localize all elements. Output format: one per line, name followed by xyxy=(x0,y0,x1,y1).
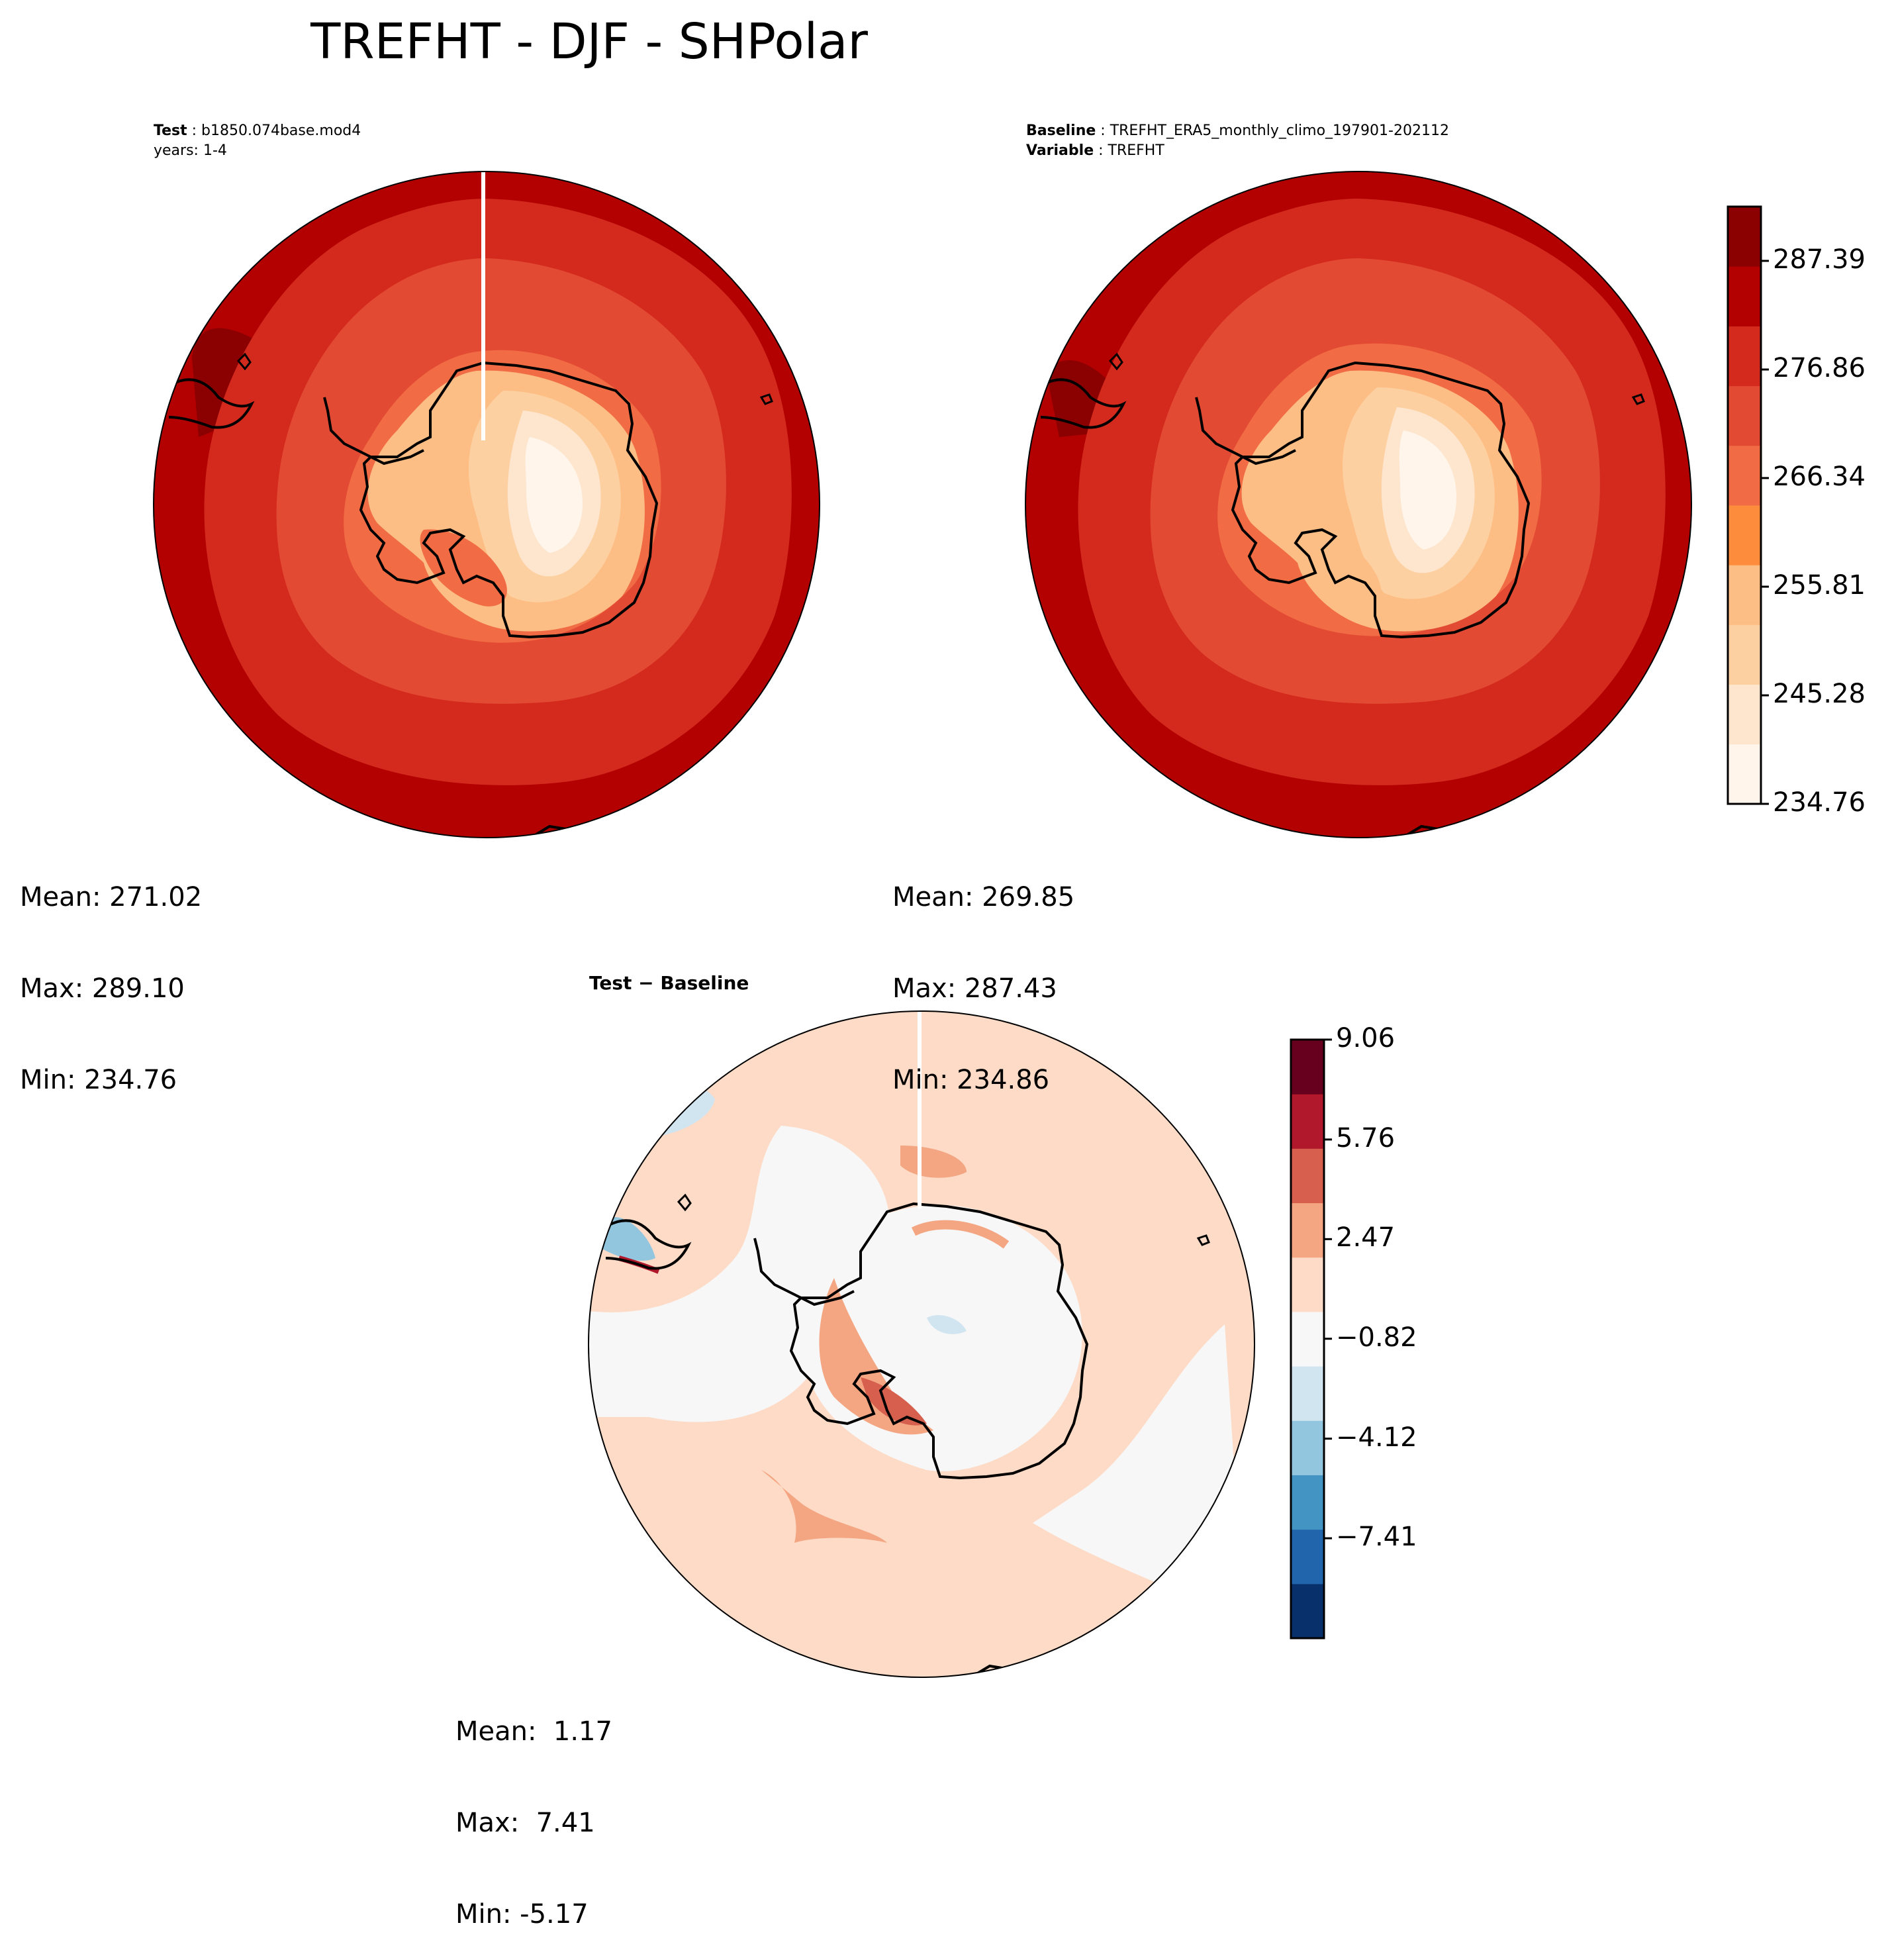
diff-min: Min: -5.17 xyxy=(455,1899,589,1930)
absolute-colorbar-swatch xyxy=(1728,565,1761,625)
difference-colorbar-swatch xyxy=(1291,1475,1324,1530)
absolute-colorbar-swatch xyxy=(1728,744,1761,805)
absolute-colorbar-swatch xyxy=(1728,624,1761,685)
baseline-map-contours xyxy=(1025,172,1691,838)
absolute-colorbar-swatch xyxy=(1728,266,1761,326)
baseline-panel-title: Baseline : TREFHT_ERA5_monthly_climo_197… xyxy=(1026,122,1449,159)
diff-title-sep: − xyxy=(632,972,661,994)
baseline-min: Min: 234.86 xyxy=(892,1065,1050,1095)
absolute-colorbar-tick-label: 255.81 xyxy=(1773,570,1866,601)
diff-title-baseline: Baseline xyxy=(660,972,749,994)
diff-max: Max: 7.41 xyxy=(455,1808,595,1838)
test-mean: Mean: 271.02 xyxy=(20,882,203,912)
test-max: Max: 289.10 xyxy=(20,973,185,1004)
absolute-colorbar-swatch xyxy=(1728,445,1761,506)
absolute-colorbar-swatch xyxy=(1728,684,1761,745)
difference-colorbar-swatch xyxy=(1291,1420,1324,1475)
absolute-colorbar-swatch xyxy=(1728,385,1761,446)
difference-colorbar-tick-label: −0.82 xyxy=(1336,1322,1417,1353)
difference-colorbar-swatch xyxy=(1291,1040,1324,1095)
absolute-colorbar xyxy=(1727,205,1769,805)
absolute-colorbar-swatch xyxy=(1728,207,1761,267)
test-years: years: 1-4 xyxy=(154,142,227,159)
difference-colorbar-swatch xyxy=(1291,1529,1324,1585)
absolute-colorbar-frame xyxy=(1727,205,1762,805)
test-min: Min: 234.76 xyxy=(20,1065,177,1095)
test-stats: Mean: 271.02 Max: 289.10 Min: 234.76 xyxy=(20,821,202,1126)
absolute-colorbar-tick-label: 266.34 xyxy=(1773,461,1866,492)
absolute-colorbar-tick-label: 234.76 xyxy=(1773,787,1866,818)
difference-colorbar-swatch xyxy=(1291,1202,1324,1258)
absolute-colorbar-swatch xyxy=(1728,326,1761,387)
baseline-mean: Mean: 269.85 xyxy=(892,882,1075,912)
baseline-label: Baseline xyxy=(1026,122,1096,139)
test-panel-title: Test : b1850.074base.mod4 years: 1-4 xyxy=(154,121,361,161)
difference-colorbar-tick-label: −4.12 xyxy=(1336,1422,1417,1453)
difference-colorbar-swatch xyxy=(1291,1257,1324,1312)
difference-stats: Mean: 1.17 Max: 7.41 Min: -5.17 xyxy=(455,1655,612,1960)
figure-title: TREFHT - DJF - SHPolar xyxy=(310,13,868,70)
difference-colorbar-swatch xyxy=(1291,1148,1324,1204)
test-map xyxy=(153,171,1769,1678)
absolute-colorbar-tick-label: 287.39 xyxy=(1773,244,1866,275)
test-case: b1850.074base.mod4 xyxy=(201,122,361,139)
variable-name: TREFHT xyxy=(1108,142,1164,159)
baseline-max: Max: 287.43 xyxy=(892,973,1057,1004)
difference-colorbar xyxy=(1290,1038,1332,1640)
difference-colorbar-swatch xyxy=(1291,1366,1324,1421)
variable-label: Variable xyxy=(1026,142,1094,159)
baseline-stats: Mean: 269.85 Max: 287.43 Min: 234.86 xyxy=(892,821,1074,1126)
baseline-case: TREFHT_ERA5_monthly_climo_197901-202112 xyxy=(1110,122,1449,139)
difference-colorbar-tick-label: 5.76 xyxy=(1336,1122,1396,1153)
difference-colorbar-tick-label: 9.06 xyxy=(1336,1023,1396,1054)
difference-map-contours xyxy=(589,1011,1255,1677)
difference-colorbar-tick-label: 2.47 xyxy=(1336,1222,1396,1253)
difference-panel-title: Test − Baseline xyxy=(589,973,749,993)
absolute-colorbar-swatch xyxy=(1728,505,1761,565)
diff-mean: Mean: 1.17 xyxy=(455,1716,612,1747)
absolute-colorbar-tick-label: 276.86 xyxy=(1773,353,1866,384)
difference-colorbar-swatch xyxy=(1291,1583,1324,1639)
diff-title-test: Test xyxy=(589,972,632,994)
absolute-colorbar-tick-label: 245.28 xyxy=(1773,679,1866,710)
test-map-contours xyxy=(154,172,820,838)
difference-colorbar-swatch xyxy=(1291,1311,1324,1367)
difference-colorbar-tick-label: −7.41 xyxy=(1336,1522,1417,1553)
test-label: Test xyxy=(154,122,187,139)
difference-colorbar-swatch xyxy=(1291,1094,1324,1149)
